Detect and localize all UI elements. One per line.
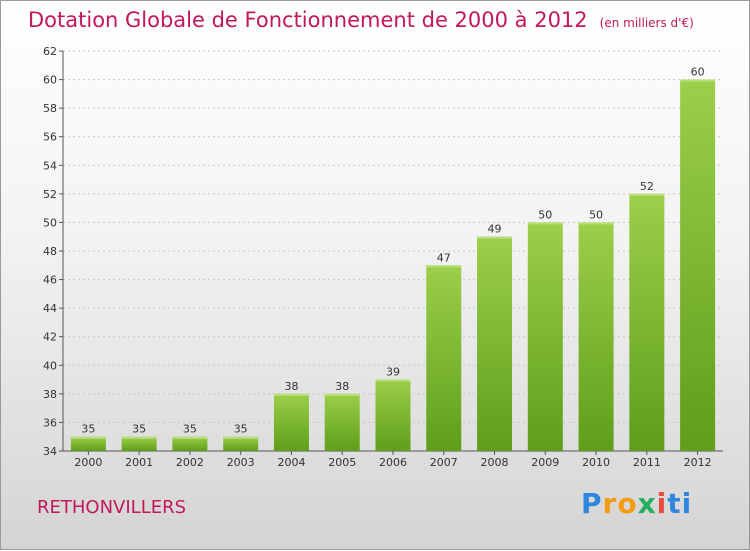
y-tick-label: 50 [43,216,57,229]
bar-highlight [477,236,513,239]
y-tick-label: 58 [43,102,57,115]
bar-value-label: 35 [234,423,248,436]
bar [121,436,157,451]
y-tick-label: 62 [43,45,57,58]
x-tick-label: 2004 [277,456,305,469]
y-tick-label: 36 [43,416,57,429]
commune-name: RETHONVILLERS [37,497,187,518]
y-tick-label: 52 [43,188,57,201]
bar-value-label: 35 [81,423,95,436]
y-tick-label: 34 [43,445,57,458]
y-tick-label: 38 [43,388,57,401]
bar-highlight [70,436,106,439]
bar-value-label: 39 [386,366,400,379]
y-tick-label: 42 [43,331,57,344]
bar-highlight [578,222,614,225]
bar-value-label: 52 [640,180,654,193]
bar [578,222,614,451]
chart-title: Dotation Globale de Fonctionnement de 20… [28,8,694,32]
bar-highlight [223,436,259,439]
y-tick-label: 46 [43,274,57,287]
y-tick-label: 56 [43,131,57,144]
bar-value-label: 38 [284,380,298,393]
bar-highlight [273,393,309,396]
bar [324,393,360,451]
x-tick-label: 2000 [74,456,102,469]
bar-highlight [680,79,716,82]
unit-label: (en milliers d'€) [599,16,694,30]
y-tick-label: 40 [43,359,57,372]
x-tick-label: 2005 [328,456,356,469]
bar [223,436,259,451]
bar [629,193,665,451]
x-tick-label: 2003 [227,456,255,469]
x-tick-label: 2007 [430,456,458,469]
bar [273,393,309,451]
y-tick-label: 44 [43,302,57,315]
bars [70,79,716,452]
bar [426,265,462,451]
y-tick-label: 60 [43,74,57,87]
bar [477,236,513,451]
bar-value-label: 50 [538,208,552,221]
x-tick-label: 2006 [379,456,407,469]
bar-highlight [629,193,665,196]
bar-highlight [121,436,157,439]
bar-highlight [324,393,360,396]
x-tick-label: 2002 [176,456,204,469]
bar-value-label: 47 [437,251,451,264]
x-tick-label: 2008 [481,456,509,469]
labels: 35 2000 35 2001 35 2002 35 2003 38 2004 38 2005 39 20… [74,66,711,469]
bar [172,436,208,451]
bar-highlight [527,222,563,225]
bar-value-label: 35 [132,423,146,436]
x-tick-label: 2001 [125,456,153,469]
bar-value-label: 60 [691,66,705,79]
y-tick-label: 48 [43,245,57,258]
x-tick-label: 2011 [633,456,661,469]
bar-highlight [375,379,411,382]
bar [70,436,106,451]
x-tick-label: 2009 [531,456,559,469]
bar-highlight [172,436,208,439]
bar [680,79,716,452]
bar-highlight [426,265,462,268]
x-tick-label: 2010 [582,456,610,469]
x-tick-label: 2012 [684,456,712,469]
title-text: Dotation Globale de Fonctionnement de 20… [28,8,588,32]
bar-value-label: 50 [589,208,603,221]
bar-value-label: 38 [335,380,349,393]
bar [375,379,411,451]
proxiti-logo: Proxiti [581,487,693,520]
bar [527,222,563,451]
bar-value-label: 35 [183,423,197,436]
bar-value-label: 49 [488,223,502,236]
y-tick-label: 54 [43,159,57,172]
